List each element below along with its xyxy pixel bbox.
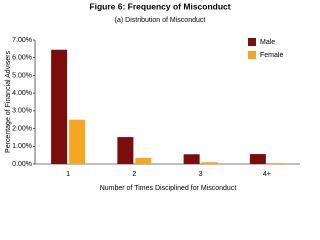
y-tick-label: 3.00% [12, 108, 32, 115]
legend-label: Female [260, 52, 283, 59]
bar [249, 154, 266, 164]
x-axis-label: Number of Times Disciplined for Miscondu… [100, 185, 237, 192]
chart: Figure 6: Frequency of Misconduct (a) Di… [5, 1, 300, 192]
chart-subtitle: (a) Distribution of Misconduct [115, 17, 206, 24]
y-tick-label: 7.00% [12, 37, 32, 44]
x-tick-label: 3 [199, 171, 203, 178]
bar [69, 119, 86, 164]
y-tick-label: 6.00% [12, 55, 32, 62]
bar [267, 163, 284, 164]
y-tick-label: 0.00% [12, 161, 32, 168]
x-tick-label: 2 [132, 171, 136, 178]
legend-swatch [248, 38, 256, 46]
bar [183, 154, 200, 164]
chart-title: Figure 6: Frequency of Misconduct [89, 1, 230, 11]
y-axis-label: Percentage of Financial Advisers [5, 51, 12, 153]
y-tick-label: 2.00% [12, 125, 32, 132]
bar [201, 162, 218, 164]
y-tick-label: 5.00% [12, 72, 32, 79]
legend-label: Male [260, 39, 275, 46]
x-tick-label: 4+ [263, 171, 271, 178]
bar [51, 49, 68, 164]
y-tick-label: 4.00% [12, 90, 32, 97]
legend-swatch [248, 51, 256, 59]
bar [135, 157, 152, 164]
y-tick-label: 1.00% [12, 143, 32, 150]
bar [117, 137, 134, 164]
x-tick-label: 1 [66, 171, 70, 178]
